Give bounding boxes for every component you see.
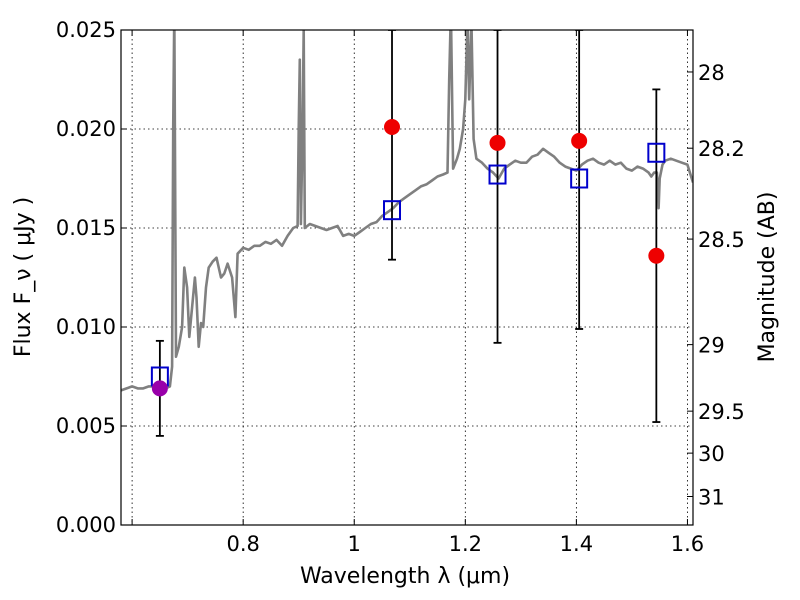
- y-tick-label: 0.015: [56, 216, 116, 240]
- y-tick-label: 0.025: [56, 18, 116, 42]
- x-axis-label: Wavelength λ (μm): [300, 564, 510, 589]
- observed-circle-marker: [151, 380, 168, 397]
- y-tick-label: 0.010: [56, 315, 116, 339]
- right-tick-label: 28.5: [698, 228, 745, 252]
- right-tick-label: 30: [698, 442, 725, 466]
- observed-circle-marker: [489, 134, 506, 151]
- x-tick-label: 1.2: [449, 532, 482, 556]
- model-square-marker: [570, 168, 589, 189]
- axis-ticks: [121, 29, 693, 526]
- observed-circle-marker: [384, 119, 401, 136]
- y-tick-label: 0.005: [56, 414, 116, 438]
- plot-frame: [120, 29, 694, 526]
- y-tick-label: 0.000: [56, 513, 116, 537]
- x-tick-label: 1: [348, 532, 361, 556]
- plot-area: [121, 30, 693, 437]
- y-axis-label: Flux F_ν ( μJy ): [11, 197, 36, 357]
- x-tick-labels: 0.8 1 1.2 1.4 1.6: [226, 532, 704, 556]
- right-tick-label: 28.2: [698, 137, 745, 161]
- model-square-marker: [647, 142, 666, 163]
- model-square-marker: [383, 200, 402, 221]
- y-tick-label: 0.020: [56, 117, 116, 141]
- model-square-marker: [488, 164, 507, 185]
- y-tick-labels: 0.000 0.005 0.010 0.015 0.020 0.025: [56, 18, 116, 537]
- right-tick-label: 29.5: [698, 400, 745, 424]
- right-axis-label: Magnitude (AB): [755, 192, 780, 363]
- right-tick-label: 29: [698, 334, 725, 358]
- observed-circle-marker: [571, 132, 588, 149]
- x-tick-label: 1.6: [671, 532, 704, 556]
- model-spectrum-line: [121, 30, 693, 392]
- right-tick-label: 31: [698, 485, 725, 509]
- right-tick-label: 28: [698, 61, 725, 85]
- x-tick-label: 0.8: [226, 532, 259, 556]
- observed-circle-marker: [648, 247, 665, 264]
- right-tick-labels: 28 28.2 28.5 29 29.5 30 31: [698, 61, 745, 510]
- x-tick-label: 1.4: [560, 532, 593, 556]
